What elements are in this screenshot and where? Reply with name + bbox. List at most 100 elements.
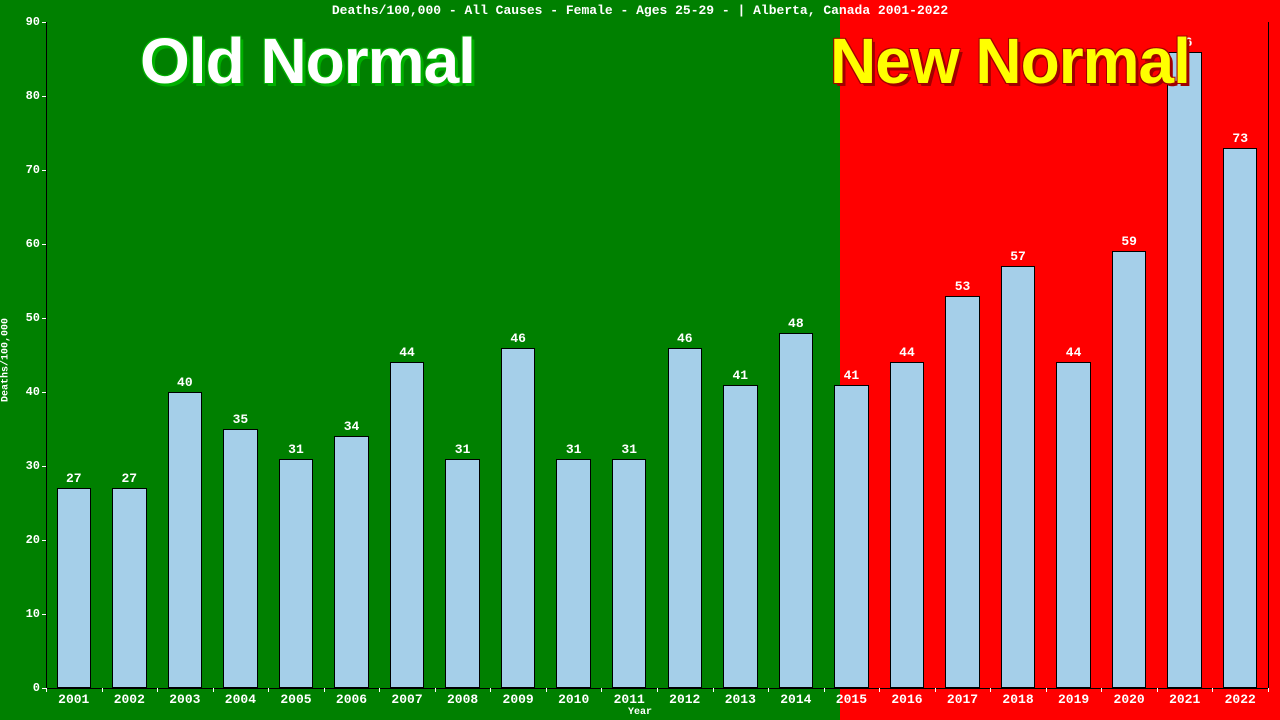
bar [556, 459, 590, 688]
bar-value-label: 35 [233, 412, 249, 427]
x-tick-mark [102, 688, 103, 692]
bar-value-label: 44 [1066, 345, 1082, 360]
bar-value-label: 44 [899, 345, 915, 360]
bar [668, 348, 702, 688]
y-tick-mark [42, 392, 46, 393]
y-tick-mark [42, 540, 46, 541]
bar-value-label: 31 [566, 442, 582, 457]
y-tick-mark [42, 170, 46, 171]
x-tick-mark [490, 688, 491, 692]
bar-value-label: 31 [288, 442, 304, 457]
y-tick-label: 70 [14, 163, 40, 177]
x-tick-mark [324, 688, 325, 692]
x-tick-mark [1046, 688, 1047, 692]
bar-value-label: 73 [1232, 131, 1248, 146]
x-tick-mark [546, 688, 547, 692]
bar [1223, 148, 1257, 688]
x-tick-label: 2004 [225, 692, 256, 707]
bar [334, 436, 368, 688]
y-tick-mark [42, 466, 46, 467]
x-tick-label: 2014 [780, 692, 811, 707]
x-tick-mark [1157, 688, 1158, 692]
x-tick-label: 2007 [391, 692, 422, 707]
x-tick-mark [879, 688, 880, 692]
y-tick-mark [42, 318, 46, 319]
x-tick-label: 2013 [725, 692, 756, 707]
x-tick-label: 2011 [614, 692, 645, 707]
y-tick-mark [42, 22, 46, 23]
bar-value-label: 44 [399, 345, 415, 360]
bar [112, 488, 146, 688]
bar [890, 362, 924, 688]
y-tick-label: 10 [14, 607, 40, 621]
x-tick-mark [824, 688, 825, 692]
y-tick-label: 90 [14, 15, 40, 29]
bar-value-label: 48 [788, 316, 804, 331]
bar-value-label: 27 [66, 471, 82, 486]
bar [57, 488, 91, 688]
x-tick-label: 2003 [169, 692, 200, 707]
x-tick-label: 2009 [503, 692, 534, 707]
x-tick-label: 2001 [58, 692, 89, 707]
x-tick-label: 2010 [558, 692, 589, 707]
y-tick-mark [42, 244, 46, 245]
x-tick-mark [990, 688, 991, 692]
bar [223, 429, 257, 688]
bar-value-label: 41 [733, 368, 749, 383]
bar-value-label: 59 [1121, 234, 1137, 249]
x-tick-label: 2018 [1002, 692, 1033, 707]
bar [390, 362, 424, 688]
x-tick-mark [268, 688, 269, 692]
x-tick-label: 2008 [447, 692, 478, 707]
bar [1001, 266, 1035, 688]
x-tick-mark [1268, 688, 1269, 692]
annotation-label: Old Normal [140, 24, 475, 98]
x-tick-label: 2015 [836, 692, 867, 707]
y-tick-mark [42, 614, 46, 615]
x-tick-mark [713, 688, 714, 692]
y-tick-label: 50 [14, 311, 40, 325]
bar-value-label: 46 [677, 331, 693, 346]
x-tick-mark [768, 688, 769, 692]
x-tick-mark [935, 688, 936, 692]
bar [779, 333, 813, 688]
x-tick-label: 2005 [280, 692, 311, 707]
x-tick-mark [435, 688, 436, 692]
bar [1056, 362, 1090, 688]
y-axis-line [46, 22, 47, 688]
y-axis-line-right [1268, 22, 1269, 688]
bar [723, 385, 757, 688]
y-tick-mark [42, 96, 46, 97]
y-tick-label: 80 [14, 89, 40, 103]
bar-value-label: 57 [1010, 249, 1026, 264]
y-tick-label: 30 [14, 459, 40, 473]
bar-value-label: 53 [955, 279, 971, 294]
x-tick-mark [657, 688, 658, 692]
x-tick-mark [1101, 688, 1102, 692]
x-tick-label: 2022 [1225, 692, 1256, 707]
x-tick-label: 2017 [947, 692, 978, 707]
bar [168, 392, 202, 688]
bar-value-label: 46 [510, 331, 526, 346]
x-tick-mark [1212, 688, 1213, 692]
bar [1167, 52, 1201, 688]
y-tick-label: 40 [14, 385, 40, 399]
bar-value-label: 34 [344, 419, 360, 434]
bar-value-label: 40 [177, 375, 193, 390]
x-axis-label: Year [0, 707, 1280, 718]
x-tick-mark [46, 688, 47, 692]
x-tick-label: 2020 [1114, 692, 1145, 707]
bar [945, 296, 979, 688]
chart-stage: Deaths/100,000 - All Causes - Female - A… [0, 0, 1280, 720]
x-tick-mark [379, 688, 380, 692]
x-tick-label: 2019 [1058, 692, 1089, 707]
bar-value-label: 31 [455, 442, 471, 457]
x-tick-label: 2002 [114, 692, 145, 707]
x-tick-label: 2016 [891, 692, 922, 707]
y-axis-label: Deaths/100,000 [1, 318, 12, 402]
x-tick-label: 2021 [1169, 692, 1200, 707]
y-tick-label: 20 [14, 533, 40, 547]
bar-value-label: 27 [122, 471, 138, 486]
y-tick-label: 60 [14, 237, 40, 251]
x-tick-mark [213, 688, 214, 692]
